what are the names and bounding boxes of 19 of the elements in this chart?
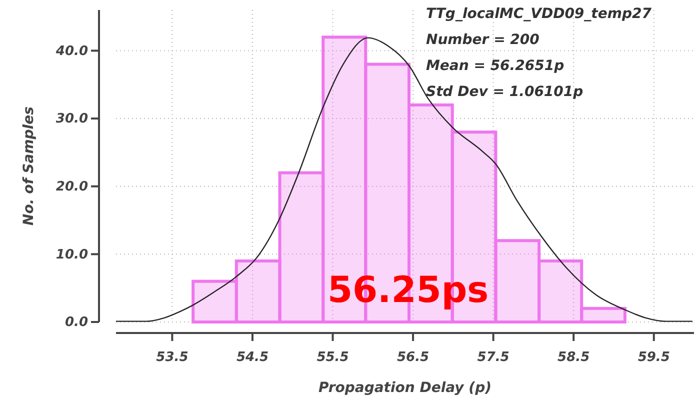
y-tick-label: 0.0 — [64, 315, 88, 330]
x-tick-label: 53.5 — [156, 350, 188, 365]
annotation: Number = 200 — [426, 32, 540, 48]
annotation: 56.25ps — [327, 270, 489, 311]
y-tick-label: 10.0 — [56, 247, 88, 262]
x-axis-title: Propagation Delay (p) — [318, 380, 492, 396]
annotation: Std Dev = 1.06101p — [426, 84, 584, 100]
y-tick-label: 40.0 — [54, 44, 88, 59]
y-tick-label: 30.0 — [56, 112, 88, 127]
x-tick-label: 59.5 — [638, 350, 670, 365]
x-tick-label: 58.5 — [558, 350, 590, 365]
x-tick-label: 55.5 — [316, 350, 349, 365]
x-tick-label: 54.5 — [236, 350, 269, 365]
y-tick-label: 20.0 — [56, 180, 88, 195]
annotation: TTg_localMC_VDD09_temp27 — [426, 6, 652, 22]
annotation: Mean = 56.2651p — [426, 58, 564, 74]
x-tick-label: 57.5 — [477, 350, 510, 365]
x-tick-label: 56.5 — [396, 350, 430, 365]
y-axis-title: No. of Samples — [21, 106, 37, 226]
